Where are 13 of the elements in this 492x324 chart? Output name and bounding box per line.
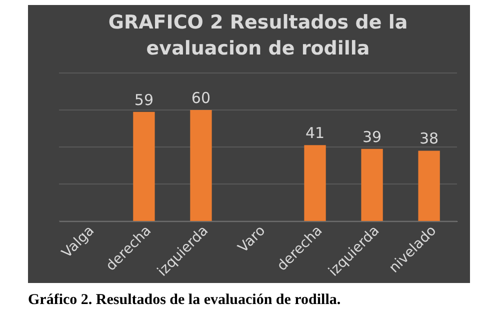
data-label: 60	[191, 89, 211, 107]
chart-title: GRAFICO 2 Resultados de la evaluacion de rodilla	[108, 12, 408, 60]
bar	[133, 112, 155, 221]
x-tick-label: Varo	[235, 222, 269, 256]
bar	[361, 148, 383, 221]
data-label: 38	[420, 130, 439, 148]
data-label: 59	[134, 90, 154, 109]
bar	[190, 110, 212, 221]
text: Gráfico 2. Resultados de la evaluación de rodilla.	[28, 292, 341, 309]
bar	[418, 150, 440, 221]
bar	[304, 145, 326, 221]
data-label: 41	[305, 124, 325, 142]
data-label: 39	[362, 128, 382, 146]
